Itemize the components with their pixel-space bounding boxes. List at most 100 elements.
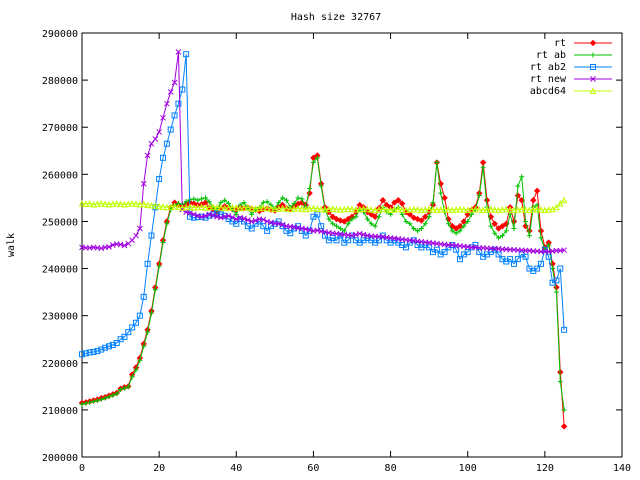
data-point <box>449 228 455 234</box>
x-tick-label: 40 <box>230 463 242 474</box>
data-point <box>279 204 286 212</box>
data-point <box>221 204 229 212</box>
data-point <box>144 152 151 159</box>
data-point <box>429 206 437 213</box>
data-point <box>368 221 374 227</box>
data-point <box>117 200 124 208</box>
data-point <box>326 216 332 222</box>
data-point <box>479 159 487 166</box>
data-point <box>267 205 275 212</box>
data-point <box>241 215 247 222</box>
legend-label: abcd64 <box>530 86 566 97</box>
data-point <box>407 221 413 227</box>
data-point <box>167 203 175 210</box>
data-point <box>533 187 541 195</box>
data-point <box>213 203 221 211</box>
data-point <box>264 227 271 234</box>
data-point <box>160 114 166 121</box>
data-point <box>90 200 97 208</box>
data-point <box>191 196 197 202</box>
series-group <box>78 48 568 430</box>
data-point <box>148 201 155 209</box>
data-point <box>209 203 217 210</box>
data-point <box>256 204 263 212</box>
series-1 <box>79 155 567 413</box>
data-point <box>483 206 491 213</box>
data-point <box>140 200 148 208</box>
data-point <box>132 200 140 208</box>
data-point <box>460 206 468 213</box>
data-point <box>480 164 486 170</box>
data-point <box>136 312 143 319</box>
data-point <box>537 227 545 235</box>
data-point <box>283 205 290 212</box>
data-point <box>391 206 398 213</box>
data-point <box>457 256 463 263</box>
data-point <box>156 129 162 135</box>
data-point <box>102 395 108 401</box>
data-point <box>101 200 109 208</box>
data-point <box>345 221 351 227</box>
data-point <box>167 89 174 95</box>
data-point <box>121 385 127 391</box>
data-point <box>403 218 409 224</box>
data-point <box>556 199 564 207</box>
data-point <box>260 216 267 223</box>
data-point <box>233 216 240 222</box>
data-point <box>533 205 541 213</box>
data-point <box>202 204 209 211</box>
data-point <box>479 206 487 214</box>
data-point <box>175 203 182 211</box>
data-point <box>94 397 100 403</box>
data-point <box>387 206 394 214</box>
data-point <box>537 206 545 213</box>
data-point <box>314 155 320 161</box>
data-point <box>106 394 112 400</box>
data-point <box>175 48 182 55</box>
data-point <box>194 203 202 211</box>
data-point <box>492 230 498 236</box>
data-point <box>306 189 313 197</box>
data-point <box>264 199 270 205</box>
data-point <box>430 200 436 206</box>
data-point <box>561 326 568 333</box>
data-point <box>376 237 382 244</box>
data-point <box>233 211 239 217</box>
data-point <box>383 206 391 213</box>
data-point <box>302 205 310 213</box>
data-point <box>109 341 116 348</box>
data-point <box>333 237 340 244</box>
y-tick-label: 220000 <box>42 359 78 370</box>
y-tick-label: 270000 <box>42 123 78 134</box>
data-point <box>225 212 232 219</box>
legend-label: rt <box>554 38 566 49</box>
data-point <box>156 176 163 183</box>
data-point <box>97 199 105 207</box>
y-tick-label: 240000 <box>42 265 78 276</box>
data-point <box>495 225 502 232</box>
series-line <box>81 51 565 253</box>
data-point <box>334 223 340 229</box>
y-tick-label: 230000 <box>42 312 78 323</box>
data-point <box>434 160 440 166</box>
data-point <box>426 244 433 251</box>
data-point <box>318 223 325 230</box>
data-point <box>287 230 294 237</box>
data-point <box>252 205 259 212</box>
data-point <box>163 140 170 147</box>
data-point <box>340 205 348 213</box>
data-point <box>329 205 337 212</box>
data-point <box>194 214 201 221</box>
data-point <box>302 232 309 239</box>
data-point <box>499 233 505 239</box>
data-point <box>503 228 509 234</box>
data-point <box>171 79 178 86</box>
data-point <box>433 206 441 214</box>
data-point <box>164 221 170 227</box>
data-point <box>560 423 568 430</box>
data-point <box>124 200 132 208</box>
data-point <box>557 379 563 385</box>
data-point <box>518 205 526 213</box>
data-point <box>294 204 302 212</box>
data-point <box>425 205 433 213</box>
